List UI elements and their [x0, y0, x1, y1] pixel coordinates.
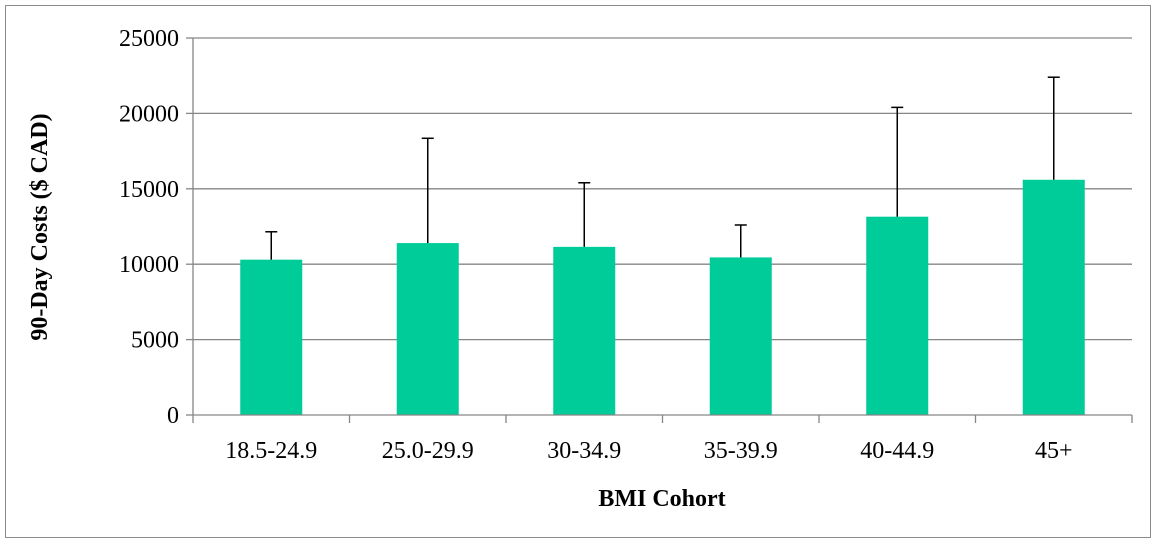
y-axis-title: 90-Day Costs ($ CAD) — [27, 113, 53, 340]
y-tick-label: 15000 — [119, 177, 179, 203]
x-tick-label: 18.5-24.9 — [225, 438, 317, 464]
bar-35-39.9 — [709, 257, 772, 415]
bar-18.5-24.9 — [240, 259, 303, 415]
bar-45+ — [1022, 179, 1085, 415]
x-axis-title: BMI Cohort — [598, 486, 725, 512]
bar-40-44.9 — [866, 216, 929, 415]
bar-25.0-29.9 — [396, 243, 459, 415]
error-bars — [265, 76, 1060, 260]
y-tick-label: 5000 — [131, 328, 179, 354]
y-tick-label: 25000 — [119, 26, 179, 52]
gridlines — [193, 37, 1132, 341]
bar-30-34.9 — [553, 246, 616, 415]
x-tick-label: 35-39.9 — [704, 438, 778, 464]
x-tick-label: 45+ — [1035, 438, 1073, 464]
x-axis-ticks: 18.5-24.9 25.0-29.9 30-34.9 35-39.9 40-44.9 4… — [192, 415, 1133, 464]
x-tick-label: 40-44.9 — [860, 438, 934, 464]
x-tick-label: 30-34.9 — [547, 438, 621, 464]
x-tick-label: 25.0-29.9 — [382, 438, 474, 464]
y-tick-label: 0 — [167, 403, 179, 429]
bars — [240, 179, 1085, 415]
y-tick-label: 10000 — [119, 252, 179, 278]
y-axis-ticks: 0 5000 10000 15000 20000 25000 — [119, 26, 193, 429]
y-tick-label: 20000 — [119, 101, 179, 127]
